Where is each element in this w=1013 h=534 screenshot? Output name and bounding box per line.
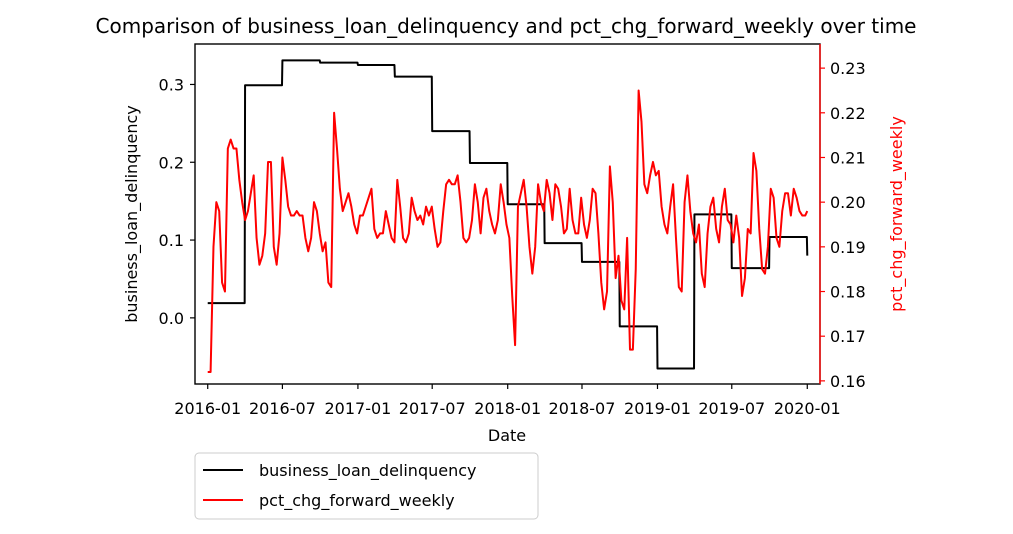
x-tick-label: 2018-07 xyxy=(549,399,616,418)
x-tick-label: 2019-01 xyxy=(624,399,691,418)
series-layer xyxy=(207,59,809,373)
x-tick-label: 2017-07 xyxy=(399,399,466,418)
x-tick-label: 2017-01 xyxy=(324,399,391,418)
legend-label-pct-chg-forward-weekly: pct_chg_forward_weekly xyxy=(259,491,455,511)
right-y-tick-label: 0.22 xyxy=(830,104,866,123)
series-line-pct-chg-forward-weekly xyxy=(207,89,809,373)
right-y-tick-label: 0.21 xyxy=(830,148,866,167)
x-tick-label: 2020-01 xyxy=(774,399,841,418)
x-tick-label: 2016-01 xyxy=(174,399,241,418)
x-axis-label: Date xyxy=(488,426,526,445)
x-tick-label: 2019-07 xyxy=(698,399,765,418)
right-y-tick-label: 0.18 xyxy=(830,283,866,302)
right-y-tick-label: 0.16 xyxy=(830,372,866,391)
left-y-tick-label: 0.1 xyxy=(159,231,184,250)
right-y-tick-label: 0.17 xyxy=(830,327,866,346)
legend-box xyxy=(194,452,539,520)
right-y-axis-label: pct_chg_forward_weekly xyxy=(887,116,907,312)
left-y-axis-ticks: 0.0 0.1 0.2 0.3 xyxy=(159,75,195,328)
left-y-tick-label: 0.3 xyxy=(159,75,184,94)
right-y-tick-label: 0.20 xyxy=(830,193,866,212)
chart-title: Comparison of business_loan_delinquency … xyxy=(96,14,917,38)
legend-label-business-loan-delinquency: business_loan_delinquency xyxy=(259,461,477,481)
right-y-axis-ticks: 0.16 0.17 0.18 0.19 0.20 0.21 0.22 0.23 xyxy=(820,59,866,391)
x-tick-label: 2018-01 xyxy=(474,399,541,418)
right-y-tick-label: 0.23 xyxy=(830,59,866,78)
legend: business_loan_delinquency pct_chg_forwar… xyxy=(194,452,539,520)
left-y-tick-label: 0.2 xyxy=(159,153,184,172)
x-tick-label: 2016-07 xyxy=(249,399,316,418)
left-y-axis-label: business_loan_delinquency xyxy=(122,105,142,323)
x-axis-ticks: 2016-01 2016-07 2017-01 2017-07 2018-01 2018-… xyxy=(174,384,841,418)
right-y-tick-label: 0.19 xyxy=(830,238,866,257)
series-line-business-loan-delinquency xyxy=(207,59,809,370)
left-y-tick-label: 0.0 xyxy=(159,309,184,328)
